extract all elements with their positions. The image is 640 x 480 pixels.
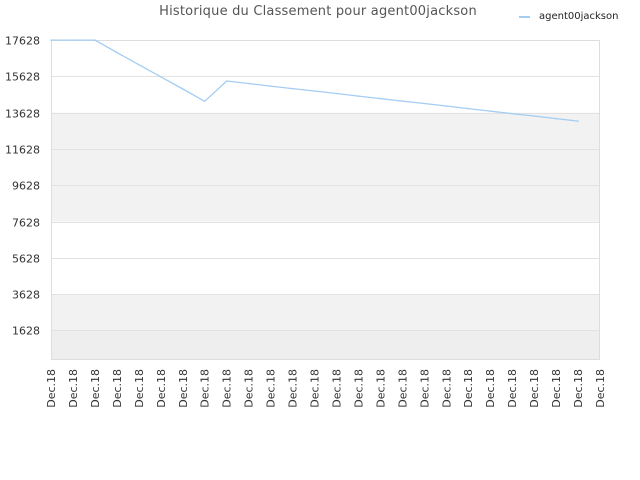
y-tick-label: 7628	[12, 217, 40, 230]
x-tick-label: Dec.18	[374, 369, 387, 408]
data-point	[247, 82, 250, 85]
y-axis-labels: 1628 3628 5628 7628 9628 11628 13628 15628 17628	[5, 35, 40, 338]
plot-band	[51, 40, 600, 77]
data-point	[291, 87, 294, 90]
data-point	[50, 39, 52, 41]
data-point	[357, 95, 360, 97]
y-tick-label: 3628	[12, 289, 40, 302]
data-point	[577, 120, 579, 122]
data-point	[467, 107, 470, 110]
data-point	[160, 76, 162, 78]
chart-title: Historique du Classement pour agent00jac…	[159, 4, 477, 19]
plot-bands	[51, 40, 600, 360]
x-tick-label: Dec.18	[177, 369, 190, 408]
y-tick-label: 15628	[5, 71, 40, 84]
data-point	[555, 117, 557, 120]
series-layer	[50, 39, 579, 122]
plot-band	[51, 294, 600, 331]
data-point	[269, 85, 272, 87]
data-point	[445, 105, 448, 107]
x-tick-label: Dec.18	[440, 369, 453, 408]
x-tick-label: Dec.18	[287, 369, 300, 408]
x-tick-label: Dec.18	[550, 369, 563, 408]
data-point	[335, 92, 338, 95]
x-tick-label: Dec.18	[418, 369, 431, 408]
plot-frame	[51, 40, 600, 360]
y-tick-label: 5628	[12, 253, 40, 266]
y-tick-label: 1628	[12, 325, 40, 338]
x-tick-label: Dec.18	[594, 369, 607, 408]
x-tick-label: Dec.18	[309, 369, 322, 408]
x-tick-label: Dec.18	[221, 369, 234, 408]
x-tick-label: Dec.18	[199, 369, 212, 408]
y-tick-label: 9628	[12, 180, 40, 193]
x-tick-label: Dec.18	[484, 369, 497, 408]
x-tick-label: Dec.18	[89, 369, 102, 408]
x-tick-label: Dec.18	[155, 369, 168, 408]
data-point	[423, 102, 426, 105]
data-point	[401, 100, 404, 102]
x-tick-label: Dec.18	[45, 369, 58, 408]
x-tick-label: Dec.18	[352, 369, 365, 408]
plot-band	[51, 330, 600, 360]
x-tick-label: Dec.18	[462, 369, 475, 408]
x-tick-label: Dec.18	[330, 369, 343, 408]
plot-band	[51, 112, 600, 149]
legend-label: agent00jackson	[539, 10, 619, 22]
legend-swatch	[519, 15, 530, 18]
x-tick-label: Dec.18	[572, 369, 585, 408]
data-point	[138, 63, 140, 66]
legend[interactable]: agent00jackson	[519, 9, 618, 23]
data-point	[511, 112, 513, 115]
data-point	[225, 80, 228, 82]
x-tick-label: Dec.18	[67, 369, 80, 408]
plot-band	[51, 76, 600, 113]
x-tick-label: Dec.18	[133, 369, 146, 408]
data-point	[72, 39, 74, 41]
data-point	[116, 51, 118, 54]
y-tick-label: 17628	[5, 35, 40, 48]
y-tick-label: 13628	[5, 108, 40, 121]
data-point	[182, 88, 184, 90]
plot-band	[51, 148, 600, 186]
plot-band	[51, 257, 600, 295]
x-tick-label: Dec.18	[528, 369, 541, 408]
x-tick-label: Dec.18	[506, 369, 519, 408]
x-axis-labels: Dec.18 Dec.18 Dec.18 Dec.18 Dec.18 Dec.18 Dec.…	[45, 369, 607, 408]
x-tick-label: Dec.18	[396, 369, 409, 408]
x-tick-label: Dec.18	[243, 369, 256, 408]
data-point	[533, 115, 535, 117]
data-point	[94, 39, 96, 41]
plot-band	[51, 221, 600, 258]
y-tick-label: 11628	[5, 144, 40, 157]
x-tick-label: Dec.18	[265, 369, 278, 408]
x-tick-label: Dec.18	[111, 369, 124, 408]
plot-band	[51, 185, 600, 222]
data-point	[379, 97, 382, 100]
data-point	[203, 100, 206, 103]
data-point	[489, 110, 492, 112]
data-point	[313, 90, 316, 92]
